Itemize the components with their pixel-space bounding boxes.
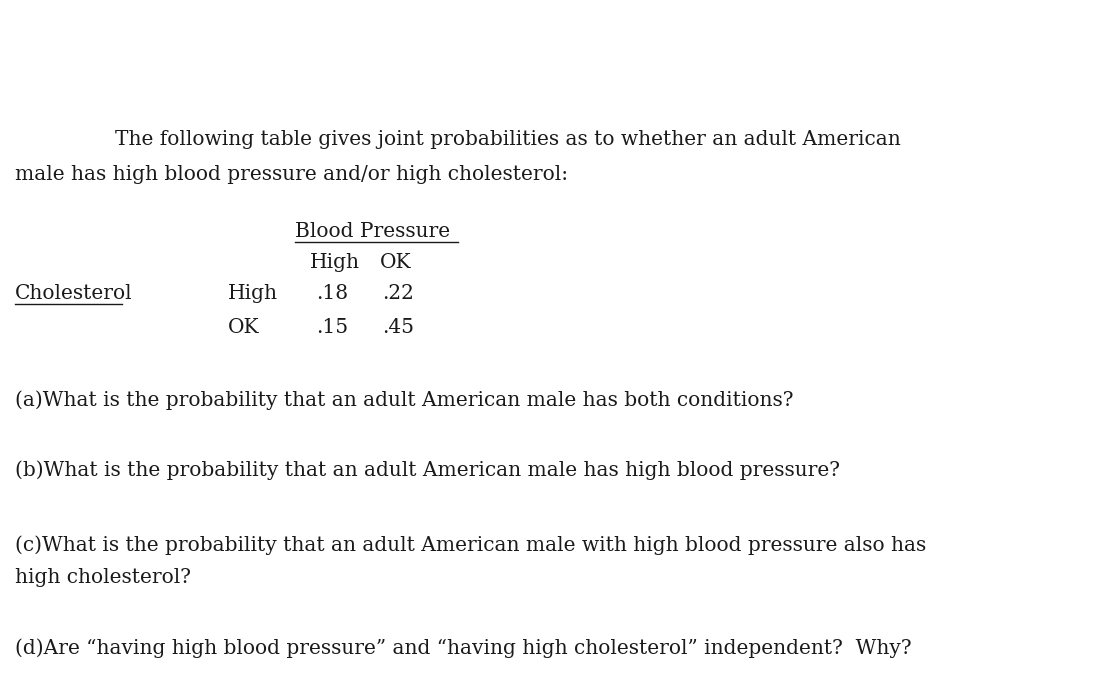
Text: Cholesterol: Cholesterol bbox=[14, 284, 132, 303]
Text: (c)What is the probability that an adult American male with high blood pressure : (c)What is the probability that an adult… bbox=[14, 535, 926, 554]
Text: .18: .18 bbox=[316, 284, 348, 303]
Text: .45: .45 bbox=[383, 318, 414, 337]
Text: High: High bbox=[310, 253, 360, 272]
Text: High: High bbox=[228, 284, 278, 303]
Text: Blood Pressure: Blood Pressure bbox=[295, 222, 450, 241]
Text: .15: .15 bbox=[316, 318, 348, 337]
Text: OK: OK bbox=[380, 253, 411, 272]
Text: OK: OK bbox=[228, 318, 259, 337]
Text: (a)What is the probability that an adult American male has both conditions?: (a)What is the probability that an adult… bbox=[14, 390, 794, 410]
Text: (d)Are “having high blood pressure” and “having high cholesterol” independent?  : (d)Are “having high blood pressure” and … bbox=[14, 638, 912, 658]
Text: The following table gives joint probabilities as to whether an adult American: The following table gives joint probabil… bbox=[115, 130, 901, 149]
Text: high cholesterol?: high cholesterol? bbox=[14, 568, 191, 587]
Text: (b)What is the probability that an adult American male has high blood pressure?: (b)What is the probability that an adult… bbox=[14, 460, 840, 480]
Text: .22: .22 bbox=[383, 284, 414, 303]
Text: male has high blood pressure and/or high cholesterol:: male has high blood pressure and/or high… bbox=[14, 165, 568, 184]
